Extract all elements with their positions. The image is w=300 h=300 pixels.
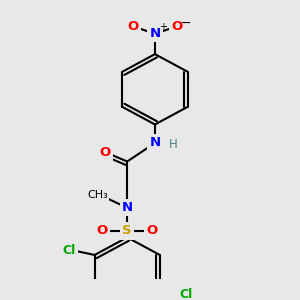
Text: H: H xyxy=(168,138,177,151)
Text: Cl: Cl xyxy=(62,244,76,257)
Text: N: N xyxy=(149,27,161,40)
Text: Cl: Cl xyxy=(179,288,192,300)
Text: O: O xyxy=(100,146,111,159)
Text: O: O xyxy=(146,224,158,237)
Text: N: N xyxy=(149,136,161,149)
Text: O: O xyxy=(171,20,182,33)
Text: CH₃: CH₃ xyxy=(87,190,108,200)
Text: O: O xyxy=(97,224,108,237)
Text: −: − xyxy=(180,17,191,30)
Text: S: S xyxy=(122,224,132,237)
Text: N: N xyxy=(122,201,133,214)
Text: +: + xyxy=(159,22,167,32)
Text: O: O xyxy=(128,20,139,33)
